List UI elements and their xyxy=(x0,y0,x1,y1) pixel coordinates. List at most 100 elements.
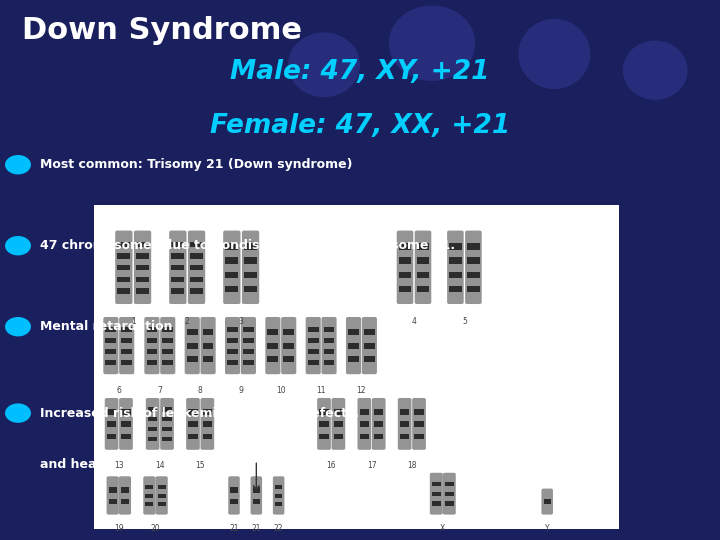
Bar xyxy=(400,434,409,439)
Bar xyxy=(284,343,294,349)
Bar xyxy=(163,417,172,421)
Bar xyxy=(415,409,423,415)
Bar xyxy=(203,421,212,427)
Bar xyxy=(189,434,197,439)
Bar xyxy=(109,499,117,504)
Bar xyxy=(374,434,384,439)
FancyBboxPatch shape xyxy=(156,476,168,515)
Bar xyxy=(253,487,260,492)
Text: 13: 13 xyxy=(114,461,124,470)
Bar xyxy=(187,343,197,349)
Bar xyxy=(320,409,328,415)
Text: Mental retardation: Mental retardation xyxy=(40,320,172,333)
Bar xyxy=(275,502,282,507)
Bar xyxy=(121,360,132,365)
FancyBboxPatch shape xyxy=(331,398,346,450)
Bar xyxy=(399,272,411,278)
Bar xyxy=(105,327,116,332)
Bar xyxy=(148,427,157,431)
Text: 6: 6 xyxy=(117,386,121,395)
FancyBboxPatch shape xyxy=(251,476,262,515)
Bar xyxy=(320,421,328,427)
FancyBboxPatch shape xyxy=(200,398,215,450)
Bar xyxy=(147,360,157,365)
Bar xyxy=(544,500,551,504)
Bar xyxy=(148,407,157,411)
Text: Increased risk of leukemia and heart defects.: Increased risk of leukemia and heart def… xyxy=(40,407,359,420)
Text: 9: 9 xyxy=(238,386,243,395)
Bar xyxy=(187,329,197,335)
Text: 3: 3 xyxy=(239,317,243,326)
FancyBboxPatch shape xyxy=(397,231,413,304)
Text: 17: 17 xyxy=(366,461,377,470)
Bar xyxy=(399,258,411,264)
Bar xyxy=(308,360,319,365)
Circle shape xyxy=(5,317,31,336)
Bar xyxy=(117,276,130,282)
Bar xyxy=(467,244,480,249)
Bar xyxy=(364,329,375,335)
Bar xyxy=(117,253,130,259)
Bar xyxy=(348,329,359,335)
Bar xyxy=(158,502,166,507)
Bar xyxy=(136,288,149,294)
Bar xyxy=(203,409,212,415)
Text: and heart defects.: and heart defects. xyxy=(40,458,169,471)
Bar xyxy=(171,265,184,270)
FancyBboxPatch shape xyxy=(397,398,412,450)
Bar xyxy=(244,272,257,278)
Bar xyxy=(158,485,166,489)
Text: 10: 10 xyxy=(276,386,286,395)
Bar xyxy=(432,492,441,496)
Ellipse shape xyxy=(389,5,475,81)
Bar xyxy=(171,276,184,282)
Bar xyxy=(171,253,184,259)
Ellipse shape xyxy=(623,40,688,100)
Bar xyxy=(117,241,130,247)
Bar xyxy=(148,436,157,441)
Bar xyxy=(107,434,117,439)
Text: 15: 15 xyxy=(195,461,205,470)
Bar xyxy=(467,258,480,264)
Text: 8: 8 xyxy=(198,386,202,395)
Bar xyxy=(324,349,334,354)
Bar xyxy=(228,349,238,354)
Bar xyxy=(121,421,131,427)
Bar xyxy=(324,338,334,343)
Bar xyxy=(244,244,257,249)
Bar xyxy=(334,409,343,415)
Bar xyxy=(360,409,369,415)
Bar xyxy=(275,494,282,498)
Bar xyxy=(203,356,214,362)
Bar xyxy=(105,338,116,343)
Bar xyxy=(348,343,359,349)
Bar xyxy=(147,338,157,343)
FancyBboxPatch shape xyxy=(160,398,174,450)
Bar xyxy=(121,349,132,354)
Bar xyxy=(190,253,203,259)
FancyBboxPatch shape xyxy=(225,317,240,374)
Bar xyxy=(158,494,166,498)
Bar xyxy=(417,272,429,278)
Text: 5: 5 xyxy=(462,317,467,326)
Bar xyxy=(189,421,197,427)
FancyBboxPatch shape xyxy=(105,398,118,450)
Bar xyxy=(121,338,132,343)
Bar xyxy=(324,360,334,365)
Bar xyxy=(243,338,254,343)
Bar xyxy=(243,360,254,365)
FancyBboxPatch shape xyxy=(240,317,256,374)
Bar xyxy=(136,253,149,259)
Bar xyxy=(117,288,130,294)
Bar xyxy=(190,241,203,247)
FancyBboxPatch shape xyxy=(318,398,331,450)
Bar xyxy=(121,499,129,504)
Bar xyxy=(163,427,172,431)
FancyBboxPatch shape xyxy=(430,473,443,515)
Bar xyxy=(364,356,375,362)
Circle shape xyxy=(5,403,31,423)
Bar xyxy=(171,241,184,247)
Bar xyxy=(121,327,132,332)
Text: Female: 47, XX, +21: Female: 47, XX, +21 xyxy=(210,113,510,139)
FancyBboxPatch shape xyxy=(358,398,372,450)
